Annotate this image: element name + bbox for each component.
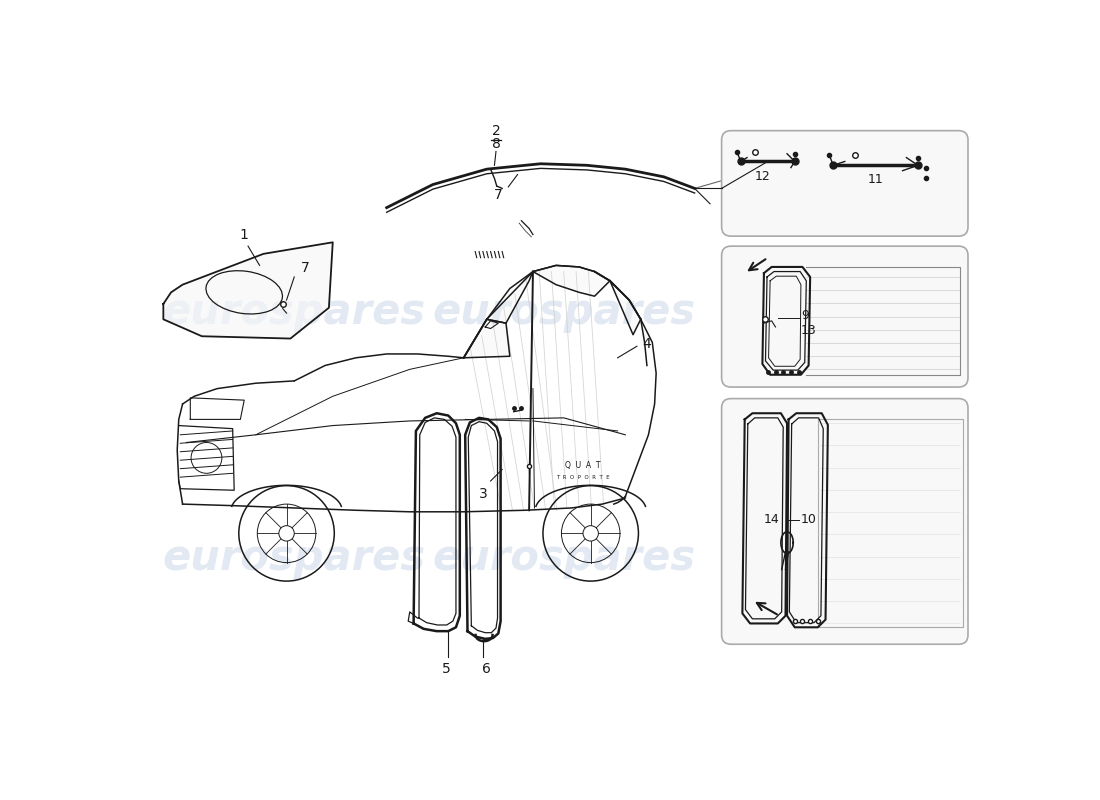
Text: 11: 11 bbox=[868, 173, 883, 186]
Text: Q  U  A  T: Q U A T bbox=[565, 461, 601, 470]
Text: 6: 6 bbox=[482, 662, 492, 676]
Text: eurospares: eurospares bbox=[432, 537, 695, 579]
Polygon shape bbox=[486, 271, 534, 323]
Text: 5: 5 bbox=[442, 662, 451, 676]
Polygon shape bbox=[163, 242, 332, 338]
Text: 9: 9 bbox=[801, 309, 808, 322]
Text: 3: 3 bbox=[478, 487, 487, 501]
Text: 7: 7 bbox=[300, 261, 309, 274]
FancyBboxPatch shape bbox=[722, 130, 968, 236]
Text: 7: 7 bbox=[494, 188, 503, 202]
Polygon shape bbox=[534, 266, 609, 296]
Circle shape bbox=[583, 526, 598, 541]
Text: 14: 14 bbox=[763, 513, 779, 526]
Text: 8: 8 bbox=[492, 138, 500, 151]
Text: 4: 4 bbox=[642, 337, 651, 351]
Text: eurospares: eurospares bbox=[163, 537, 426, 579]
Circle shape bbox=[278, 526, 294, 541]
Text: eurospares: eurospares bbox=[163, 290, 426, 333]
Polygon shape bbox=[609, 281, 640, 334]
Text: T  R  O  P  O  R  T  E: T R O P O R T E bbox=[557, 474, 609, 480]
FancyBboxPatch shape bbox=[722, 246, 968, 387]
Text: 13: 13 bbox=[801, 324, 816, 338]
Text: eurospares: eurospares bbox=[432, 290, 695, 333]
Polygon shape bbox=[464, 319, 509, 358]
FancyBboxPatch shape bbox=[722, 398, 968, 644]
Text: 10: 10 bbox=[801, 513, 817, 526]
Text: 12: 12 bbox=[755, 170, 770, 183]
Text: 2: 2 bbox=[492, 124, 500, 138]
Text: 1: 1 bbox=[240, 228, 249, 242]
